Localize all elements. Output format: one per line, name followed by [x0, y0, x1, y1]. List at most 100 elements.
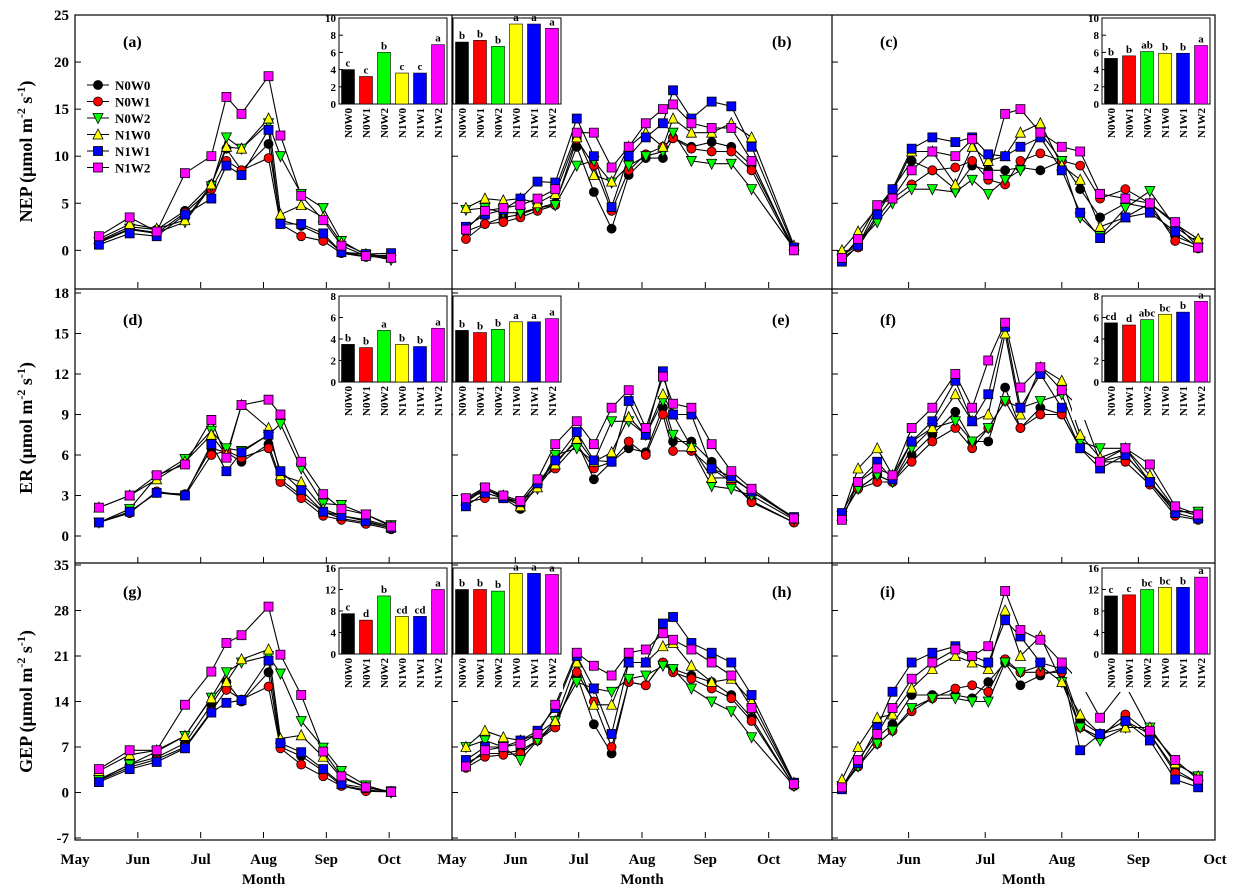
data-point [667, 429, 679, 442]
x-tick-label: May [60, 852, 90, 868]
data-point [480, 482, 490, 493]
panel-label: (b) [772, 34, 792, 51]
inset-letter: c [400, 61, 405, 73]
data-point [685, 126, 698, 138]
x-axis-label: Month [242, 872, 286, 888]
data-point [667, 112, 679, 124]
inset-y-tick-label: 8 [1094, 606, 1100, 618]
inset-category-label: N1W1 [415, 386, 427, 416]
plot-layer [93, 71, 1204, 799]
inset-bar [1194, 576, 1208, 655]
y-tick-label: 0 [62, 786, 70, 802]
data-point [296, 493, 307, 504]
data-point [515, 495, 526, 506]
data-point [926, 693, 938, 705]
data-point [746, 716, 757, 726]
y-axis-label-part: -2 [14, 658, 28, 668]
legend-label: N1W0 [115, 128, 150, 143]
data-point [853, 234, 863, 244]
data-point [515, 738, 526, 749]
data-point [1015, 680, 1026, 691]
data-point [1015, 382, 1026, 393]
data-point [588, 168, 600, 180]
data-point [1000, 586, 1011, 596]
inset-letter: a [531, 561, 537, 573]
y-tick-label: -7 [57, 831, 70, 847]
data-point [887, 703, 898, 713]
data-point [1014, 649, 1027, 661]
data-point [263, 394, 274, 405]
inset-category-label: N1W0 [397, 658, 409, 688]
inset-category-label: N1W0 [1160, 108, 1172, 138]
data-point [235, 652, 248, 665]
y-tick-label: 12 [54, 367, 69, 383]
data-point [668, 612, 678, 622]
y-axis-label: GEP (μmol m-2 s-1) [14, 630, 37, 773]
data-point [588, 455, 599, 466]
data-point [726, 466, 737, 477]
data-point [1035, 657, 1046, 668]
inset-category-label: N1W1 [529, 386, 541, 416]
inset-bar [1194, 301, 1208, 383]
data-point [318, 489, 329, 500]
legend-label: N1W1 [115, 144, 150, 159]
inset-category-label: N0W1 [361, 658, 373, 688]
data-point [588, 660, 599, 671]
panel-label: (h) [772, 584, 792, 601]
data-point [220, 132, 233, 144]
legend-marker [92, 128, 104, 140]
data-point [1120, 212, 1131, 223]
data-point [1014, 667, 1027, 679]
data-point [151, 470, 162, 481]
inset-y-tick-label: 2 [331, 82, 337, 94]
data-point [236, 170, 247, 180]
inset-letter: a [1198, 34, 1204, 46]
inset-letter: d [363, 608, 369, 620]
data-point [206, 450, 217, 460]
data-point [263, 429, 274, 440]
data-point [623, 647, 634, 658]
inset-letter: b [381, 40, 387, 52]
inset-category-label: N0W0 [1106, 386, 1118, 416]
data-point [296, 456, 307, 467]
inset-letter: bc [1160, 575, 1171, 587]
data-point [640, 680, 651, 691]
data-point [982, 662, 994, 674]
inset-letter: a [549, 307, 555, 319]
data-point [706, 675, 718, 687]
inset-letter: b [477, 578, 483, 590]
data-point [571, 113, 582, 124]
inset-bar [1176, 587, 1190, 655]
inset-category-label: N1W2 [433, 108, 445, 138]
data-point [983, 355, 994, 366]
inset-y-tick-label: 10 [325, 13, 337, 25]
data-point [1193, 509, 1204, 520]
data-point [999, 327, 1011, 339]
data-point [706, 137, 717, 147]
panel-label: (d) [123, 312, 143, 329]
data-point [746, 703, 757, 713]
inset-bar [431, 589, 445, 655]
inset-category-label: N0W1 [1124, 108, 1136, 138]
data-point [658, 104, 668, 115]
data-point [1000, 382, 1011, 393]
y-axis-label-part: NEP (μmol m [16, 118, 37, 222]
data-point [1035, 148, 1046, 159]
y-axis-label: ER (μmol m-2 s-1) [14, 362, 37, 494]
data-point [983, 389, 994, 400]
data-point [93, 502, 104, 513]
data-point [461, 501, 471, 512]
legend-marker [92, 113, 104, 125]
inset-letter: a [1198, 565, 1204, 577]
data-point [1170, 217, 1181, 228]
data-point [263, 443, 274, 454]
inset-category-label: N1W1 [415, 108, 427, 138]
data-point [275, 649, 286, 660]
data-point [668, 446, 678, 456]
data-point [221, 466, 232, 477]
data-point [999, 657, 1011, 669]
inset-bar [545, 574, 559, 655]
panel-label: (c) [880, 34, 898, 51]
inset-category-label: N0W2 [379, 386, 391, 416]
data-point [318, 228, 329, 239]
